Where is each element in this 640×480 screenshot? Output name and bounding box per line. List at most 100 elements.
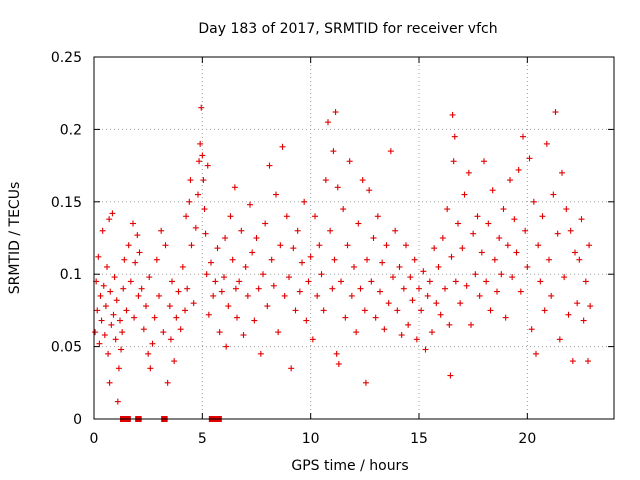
data-point bbox=[452, 278, 459, 285]
data-point bbox=[112, 336, 119, 343]
data-point bbox=[111, 274, 118, 281]
data-point bbox=[504, 242, 511, 249]
data-point bbox=[411, 256, 418, 263]
data-point bbox=[225, 303, 232, 310]
data-point bbox=[106, 379, 113, 386]
data-point bbox=[303, 317, 310, 324]
data-point bbox=[385, 300, 392, 307]
data-point bbox=[522, 227, 529, 234]
data-point bbox=[136, 249, 143, 256]
data-point bbox=[127, 278, 134, 285]
data-point bbox=[118, 346, 125, 353]
data-point bbox=[366, 187, 373, 194]
data-point bbox=[331, 256, 338, 263]
data-point bbox=[195, 191, 201, 198]
data-point bbox=[131, 314, 138, 321]
data-point bbox=[463, 282, 470, 289]
data-point bbox=[227, 213, 234, 220]
data-point bbox=[572, 249, 578, 256]
data-point bbox=[364, 256, 370, 263]
data-point bbox=[502, 314, 509, 321]
data-point bbox=[216, 329, 223, 336]
data-point bbox=[483, 278, 490, 285]
data-point bbox=[377, 288, 383, 295]
data-point bbox=[96, 340, 103, 347]
data-point bbox=[450, 158, 457, 165]
data-point bbox=[125, 242, 132, 249]
data-point bbox=[234, 314, 240, 321]
data-point bbox=[173, 314, 180, 321]
data-point bbox=[468, 321, 474, 328]
data-point bbox=[332, 109, 339, 116]
data-point bbox=[498, 271, 505, 278]
data-point bbox=[580, 317, 587, 324]
data-point bbox=[218, 288, 225, 295]
data-point bbox=[465, 169, 472, 176]
data-point bbox=[325, 119, 331, 126]
data-point bbox=[407, 274, 414, 281]
data-point bbox=[474, 213, 481, 220]
data-point bbox=[548, 292, 555, 299]
y-tick-label: 0.05 bbox=[51, 340, 82, 356]
data-point bbox=[476, 292, 483, 299]
data-point bbox=[327, 227, 334, 234]
data-point bbox=[101, 332, 108, 339]
data-point bbox=[368, 278, 375, 285]
data-point bbox=[307, 253, 314, 260]
data-point bbox=[554, 230, 561, 237]
data-point bbox=[533, 350, 539, 357]
data-point bbox=[530, 198, 537, 205]
data-point bbox=[135, 292, 142, 299]
data-point bbox=[442, 285, 448, 292]
data-point bbox=[202, 230, 209, 237]
data-point bbox=[342, 314, 349, 321]
data-point bbox=[556, 336, 563, 343]
data-point bbox=[212, 278, 219, 285]
data-point bbox=[541, 307, 548, 314]
data-point bbox=[160, 329, 167, 336]
data-point bbox=[435, 263, 442, 270]
data-point bbox=[177, 326, 184, 333]
plot-frame bbox=[93, 56, 615, 420]
data-point bbox=[151, 314, 158, 321]
data-point bbox=[264, 303, 271, 310]
data-point bbox=[117, 317, 123, 324]
data-point bbox=[275, 329, 282, 336]
data-point bbox=[351, 263, 357, 270]
data-point bbox=[232, 285, 239, 292]
data-point bbox=[420, 268, 427, 275]
data-point bbox=[182, 307, 188, 314]
data-point bbox=[109, 210, 116, 217]
data-point bbox=[359, 177, 366, 184]
data-point bbox=[355, 220, 362, 227]
data-point bbox=[569, 358, 576, 365]
data-point bbox=[210, 292, 217, 299]
data-point bbox=[546, 256, 552, 263]
y-tick-label: 0.25 bbox=[51, 50, 82, 66]
data-point bbox=[509, 274, 516, 281]
data-point bbox=[526, 155, 533, 162]
data-point bbox=[145, 350, 152, 357]
data-point bbox=[398, 332, 405, 339]
data-point bbox=[238, 227, 245, 234]
x-tick-label: 5 bbox=[198, 431, 207, 447]
data-point bbox=[418, 307, 425, 314]
data-point bbox=[242, 263, 249, 270]
data-point bbox=[494, 288, 500, 295]
data-point bbox=[561, 274, 568, 281]
data-point bbox=[372, 314, 379, 321]
data-point bbox=[394, 307, 401, 314]
data-point bbox=[491, 256, 498, 263]
data-point bbox=[138, 285, 145, 292]
data-point bbox=[255, 285, 262, 292]
data-point bbox=[94, 307, 101, 314]
data-point bbox=[565, 311, 572, 318]
data-point bbox=[140, 326, 147, 333]
data-point bbox=[98, 317, 105, 324]
data-point bbox=[322, 177, 329, 184]
data-point bbox=[100, 282, 107, 289]
data-point bbox=[203, 271, 210, 278]
data-point bbox=[108, 321, 115, 328]
data-point bbox=[162, 242, 169, 249]
data-point bbox=[426, 278, 433, 285]
